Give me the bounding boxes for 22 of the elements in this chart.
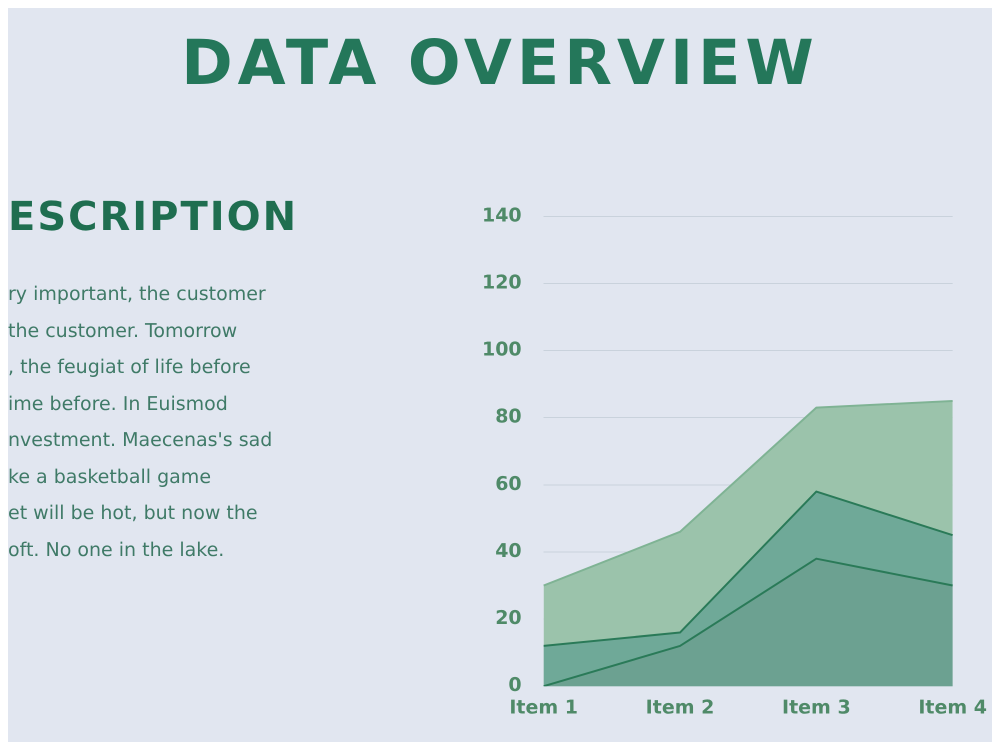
text: ESCRIPTION bbox=[8, 194, 298, 240]
y-tick-label: 60 bbox=[495, 472, 522, 495]
y-tick-label: 120 bbox=[482, 271, 522, 294]
text: oft. No one in the lake. bbox=[8, 538, 226, 562]
text: the customer. Tomorrow bbox=[8, 318, 238, 344]
text: ime before. In Euismod bbox=[8, 392, 229, 416]
x-tick-label: Item 2 bbox=[646, 696, 714, 719]
y-tick-label: 40 bbox=[495, 540, 522, 562]
text: nvestment. Maecenas's sad bbox=[8, 428, 272, 453]
y-tick-label: 140 bbox=[482, 204, 522, 226]
x-tick-label: Item 1 bbox=[509, 696, 578, 719]
text: , the feugiat of life before bbox=[8, 355, 252, 380]
text: et will be hot, but now the bbox=[8, 501, 259, 526]
y-tick-label: 100 bbox=[482, 338, 522, 361]
x-tick-label: Item 3 bbox=[782, 696, 851, 719]
text: ry important, the customer bbox=[8, 282, 267, 307]
x-tick-label: Item 4 bbox=[918, 696, 987, 719]
text: ke a basketball game bbox=[8, 464, 212, 490]
chart-title: DATA OVERVIEW bbox=[180, 26, 820, 99]
y-tick-label: 80 bbox=[495, 406, 522, 428]
y-tick-label: 20 bbox=[495, 607, 522, 630]
y-tick-label: 0 bbox=[508, 674, 522, 696]
